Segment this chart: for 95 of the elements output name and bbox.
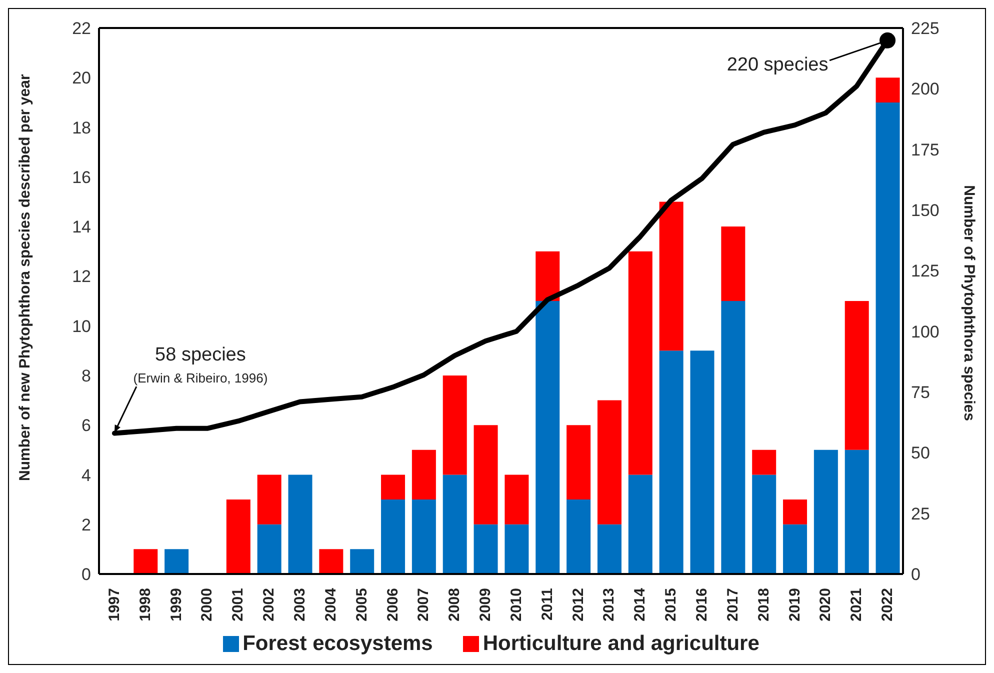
y2-tick-label: 200	[911, 80, 940, 99]
y-tick-label: 18	[72, 118, 91, 138]
bar	[504, 474, 529, 524]
bar	[442, 474, 467, 574]
y-tick-label: 6	[82, 416, 91, 436]
y2-tick-label: 50	[911, 444, 930, 463]
annotation: (Erwin & Ribeiro, 1996)	[133, 370, 268, 386]
bar	[412, 450, 436, 500]
bar	[659, 350, 684, 574]
x-tick-label: 2004	[322, 587, 340, 622]
bar	[536, 251, 560, 301]
x-tick-label: 2017	[724, 588, 742, 622]
y-tick-label: 12	[72, 267, 91, 286]
x-tick-label: 2020	[817, 588, 834, 622]
x-tick-label: 2014	[632, 587, 649, 622]
bar	[566, 500, 591, 574]
bar	[319, 549, 344, 574]
y2-tick-label: 100	[911, 322, 940, 342]
bar	[504, 524, 529, 574]
bar	[597, 524, 622, 574]
x-tick-label: 2009	[477, 588, 494, 622]
bar	[412, 500, 436, 574]
annotation: 220 species	[726, 54, 828, 76]
x-tick-label: 2012	[570, 588, 587, 622]
bar	[628, 474, 652, 574]
bar	[164, 549, 189, 574]
bar	[814, 450, 838, 574]
y-tick-label: 14	[72, 218, 91, 237]
x-tick-label: 1997	[106, 588, 123, 622]
y2-tick-label: 150	[911, 201, 940, 220]
bar	[257, 474, 282, 524]
bar	[876, 78, 900, 102]
x-tick-label: 2011	[538, 588, 556, 621]
bar	[783, 524, 808, 574]
x-tick-label: 2010	[508, 588, 525, 622]
y-tick-label: 2	[82, 515, 91, 534]
bar	[134, 549, 158, 574]
x-tick-label: 2006	[384, 588, 402, 622]
bar	[566, 425, 591, 500]
y-tick-label: 16	[72, 168, 91, 187]
y2-axis-title: Number of Phytophthora species	[960, 185, 978, 421]
bar	[536, 301, 560, 574]
x-tick-label: 2003	[292, 588, 308, 622]
y-tick-label: 10	[72, 316, 91, 336]
bar	[597, 400, 622, 524]
bar	[659, 202, 684, 351]
x-tick-label: 2008	[446, 588, 464, 622]
x-tick-label: 2005	[353, 588, 370, 622]
x-tick-label: 2016	[694, 588, 710, 622]
bar	[474, 524, 498, 574]
x-tick-label: 2015	[662, 588, 680, 622]
y-tick-label: 4	[82, 466, 91, 485]
x-tick-label: 2002	[260, 588, 278, 622]
bar	[844, 301, 869, 450]
x-tick-label: 2001	[230, 588, 247, 622]
bar	[381, 500, 406, 574]
y2-tick-label: 175	[911, 140, 940, 160]
bar	[257, 524, 282, 574]
y2-tick-label: 75	[911, 383, 930, 402]
annotation: 58 species	[155, 344, 246, 366]
y2-tick-label: 0	[911, 565, 920, 584]
y-tick-label: 0	[82, 565, 91, 584]
x-tick-label: 2000	[198, 588, 216, 622]
y-tick-label: 22	[72, 19, 91, 38]
bar	[876, 102, 900, 574]
x-tick-label: 2007	[415, 588, 432, 622]
y2-tick-label: 25	[911, 504, 930, 524]
x-tick-label: 2021	[848, 588, 866, 622]
bar	[288, 474, 312, 574]
x-tick-label: 2018	[755, 588, 772, 622]
bar	[721, 226, 746, 301]
bar	[350, 549, 374, 574]
x-tick-label: 2013	[600, 588, 618, 622]
bar	[442, 375, 467, 475]
bar	[226, 500, 250, 574]
x-tick-label: 2022	[879, 588, 896, 622]
bar	[721, 301, 746, 574]
bar	[474, 425, 498, 524]
bar	[783, 500, 808, 524]
bar	[690, 350, 714, 574]
bar	[381, 474, 406, 500]
bar	[752, 450, 776, 475]
bar	[628, 251, 652, 475]
y-tick-label: 20	[72, 68, 91, 88]
bar	[844, 450, 869, 574]
x-tick-label: 2019	[786, 588, 804, 622]
legend-label: Forest ecosystems	[242, 632, 433, 655]
y-tick-label: 8	[82, 366, 91, 386]
y2-tick-label: 225	[911, 19, 940, 38]
x-tick-label: 1999	[168, 588, 185, 622]
y2-tick-label: 125	[911, 262, 940, 281]
bar	[752, 474, 776, 574]
legend-label: Horticulture and agriculture	[482, 632, 760, 655]
x-tick-label: 1998	[136, 588, 154, 622]
y-axis-title: Number of new Phytophthora species described per year	[16, 74, 34, 481]
